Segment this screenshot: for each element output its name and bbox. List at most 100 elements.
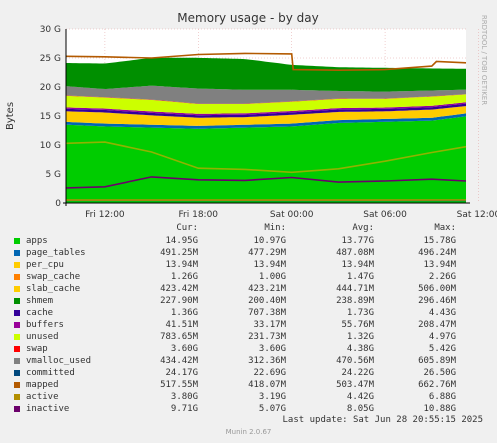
legend-label: active xyxy=(26,392,59,402)
legend-min-value: 5.07G xyxy=(258,404,286,414)
legend-min-value: 200.40M xyxy=(248,296,286,306)
legend-max-value: 4.97G xyxy=(428,332,456,342)
legend-label: cache xyxy=(26,308,54,318)
legend-label: per_cpu xyxy=(26,260,64,270)
y-tick-label: 15 G xyxy=(40,112,61,122)
legend-avg-value: 1.47G xyxy=(346,272,374,282)
x-tick-label: Sat 06:00 xyxy=(363,210,407,220)
area-swap-cache xyxy=(66,106,466,126)
rrdtool-credit: RRDTOOL / TOBI OETIKER xyxy=(480,15,488,105)
header-cur: Cur: xyxy=(176,223,198,233)
legend-swatch xyxy=(14,358,20,364)
legend-label: unused xyxy=(26,332,59,342)
legend-cur-value: 3.80G xyxy=(170,392,198,402)
legend-row-buffers: buffers 41.51M 33.17M 55.76M 208.47M xyxy=(0,319,497,331)
legend-cur-value: 517.55M xyxy=(160,380,198,390)
legend-max-value: 6.88G xyxy=(428,392,456,402)
legend-max-value: 605.89M xyxy=(418,356,456,366)
legend-row-apps: apps 14.95G 10.97G 13.77G 15.78G xyxy=(0,235,497,247)
y-tick-label: 10 G xyxy=(40,141,61,151)
legend-avg-value: 487.08M xyxy=(336,248,374,258)
legend-cur-value: 14.95G xyxy=(165,236,198,246)
legend-swatch xyxy=(14,262,20,268)
legend-cur-value: 9.71G xyxy=(170,404,198,414)
legend-cur-value: 24.17G xyxy=(165,368,198,378)
legend-row-committed: committed 24.17G 22.69G 24.22G 26.50G xyxy=(0,367,497,379)
legend-cur-value: 1.26G xyxy=(170,272,198,282)
area-cache xyxy=(66,94,466,114)
legend-cur-value: 3.60G xyxy=(170,344,198,354)
legend-avg-value: 13.77G xyxy=(341,236,374,246)
header-avg: Avg: xyxy=(352,223,374,233)
legend-row-cache: cache 1.36G 707.38M 1.73G 4.43G xyxy=(0,307,497,319)
legend-avg-value: 238.89M xyxy=(336,296,374,306)
legend-swatch xyxy=(14,250,20,256)
legend-label: apps xyxy=(26,236,48,246)
legend-label: slab_cache xyxy=(26,284,81,294)
y-tick-label: 30 G xyxy=(40,25,61,35)
legend-swatch xyxy=(14,346,20,352)
legend-max-value: 296.46M xyxy=(418,296,456,306)
legend-row-shmem: shmem 227.90M 200.40M 238.89M 296.46M xyxy=(0,295,497,307)
legend-cur-value: 423.42M xyxy=(160,284,198,294)
legend-swatch xyxy=(14,274,20,280)
area-unused xyxy=(66,85,466,104)
area-apps xyxy=(66,116,466,203)
legend-min-value: 231.73M xyxy=(248,332,286,342)
legend-label: buffers xyxy=(26,320,64,330)
legend-swatch xyxy=(14,298,20,304)
legend-avg-value: 4.38G xyxy=(346,344,374,354)
legend-avg-value: 55.76M xyxy=(341,320,374,330)
legend-cur-value: 227.90M xyxy=(160,296,198,306)
x-tick-label: Fri 12:00 xyxy=(85,210,125,220)
legend-row-slab-cache: slab_cache 423.42M 423.21M 444.71M 506.00M xyxy=(0,283,497,295)
legend-cur-value: 783.65M xyxy=(160,332,198,342)
legend-cur-value: 1.36G xyxy=(170,308,198,318)
legend-min-value: 418.07M xyxy=(248,380,286,390)
legend-min-value: 477.29M xyxy=(248,248,286,258)
area-shmem xyxy=(66,102,466,116)
x-tick-label: Sat 12:00 xyxy=(457,210,497,220)
area-slab-cache xyxy=(66,103,466,118)
stacked-areas xyxy=(66,57,466,203)
y-axis-label: Bytes xyxy=(5,102,16,130)
legend-max-value: 13.94M xyxy=(423,260,456,270)
legend-min-value: 13.94M xyxy=(253,260,286,270)
legend-label: swap_cache xyxy=(26,272,81,282)
line-active xyxy=(65,176,467,189)
legend-max-value: 15.78G xyxy=(423,236,456,246)
legend-swatch xyxy=(14,310,20,316)
legend-cur-value: 434.42M xyxy=(160,356,198,366)
legend-max-value: 10.88G xyxy=(423,404,456,414)
legend-min-value: 3.19G xyxy=(258,392,286,402)
legend-avg-value: 1.73G xyxy=(346,308,374,318)
legend-avg-value: 444.71M xyxy=(336,284,374,294)
legend-max-value: 506.00M xyxy=(418,284,456,294)
legend-row-vmalloc-used: vmalloc_used 434.42M 312.36M 470.56M 605.89M xyxy=(0,355,497,367)
legend-min-value: 3.60G xyxy=(258,344,286,354)
legend-min-value: 423.21M xyxy=(248,284,286,294)
legend-row-inactive: inactive 9.71G 5.07G 8.05G 10.88G xyxy=(0,403,497,415)
x-tick-label: Fri 18:00 xyxy=(179,210,219,220)
legend-label: shmem xyxy=(26,296,54,306)
legend-label: vmalloc_used xyxy=(26,356,92,366)
legend-cur-value: 41.51M xyxy=(165,320,198,330)
legend-swatch xyxy=(14,370,20,376)
legend-avg-value: 24.22G xyxy=(341,368,374,378)
legend-avg-value: 470.56M xyxy=(336,356,374,366)
legend-max-value: 208.47M xyxy=(418,320,456,330)
header-max: Max: xyxy=(434,223,456,233)
line-committed xyxy=(65,52,467,72)
legend-swatch xyxy=(14,406,20,412)
legend-row-unused: unused 783.65M 231.73M 1.32G 4.97G xyxy=(0,331,497,343)
legend-row-page-tables: page_tables 491.25M 477.29M 487.08M 496.24M xyxy=(0,247,497,259)
legend-swatch xyxy=(14,334,20,340)
munin-version: Munin 2.0.67 xyxy=(225,428,272,436)
legend-avg-value: 1.32G xyxy=(346,332,374,342)
legend-max-value: 2.26G xyxy=(428,272,456,282)
x-tick-label: Sat 00:00 xyxy=(270,210,314,220)
legend-swatch xyxy=(14,382,20,388)
legend-avg-value: 503.47M xyxy=(336,380,374,390)
legend-swatch xyxy=(14,322,20,328)
